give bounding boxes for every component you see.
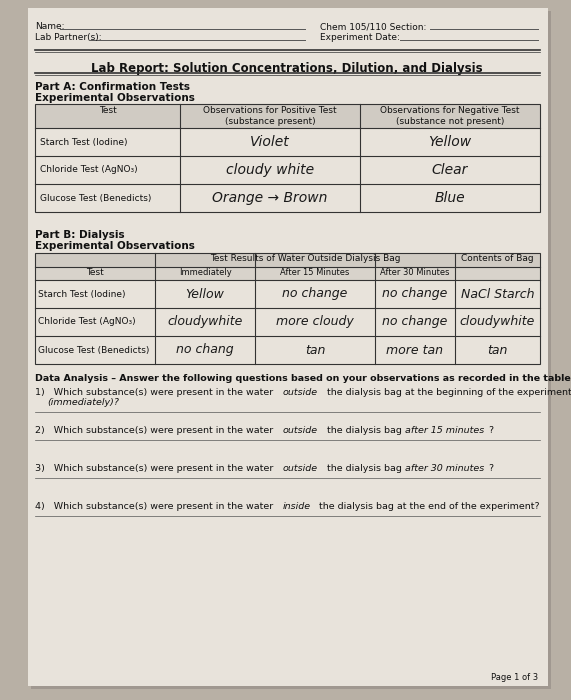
Text: 3)   Which substance(s) were present in the water: 3) Which substance(s) were present in th… bbox=[35, 464, 276, 473]
Text: Data Analysis – Answer the following questions based on your observations as rec: Data Analysis – Answer the following que… bbox=[35, 374, 571, 383]
Text: Orange → Brown: Orange → Brown bbox=[212, 191, 328, 205]
Text: Test: Test bbox=[99, 106, 116, 115]
Bar bbox=[35, 104, 540, 128]
Bar bbox=[35, 253, 540, 364]
Bar bbox=[35, 104, 540, 212]
Text: Yellow: Yellow bbox=[186, 288, 224, 300]
Text: no change: no change bbox=[383, 288, 448, 300]
Text: Part A: Confirmation Tests: Part A: Confirmation Tests bbox=[35, 82, 190, 92]
Text: NaCl Starch: NaCl Starch bbox=[461, 288, 534, 300]
Text: Observations for Negative Test
(substance not present): Observations for Negative Test (substanc… bbox=[380, 106, 520, 126]
Text: 1)   Which substance(s) were present in the water: 1) Which substance(s) were present in th… bbox=[35, 388, 276, 397]
Text: Chem 105/110 Section:: Chem 105/110 Section: bbox=[320, 22, 427, 31]
Text: Part B: Dialysis: Part B: Dialysis bbox=[35, 230, 124, 240]
Text: 4)   Which substance(s) were present in the water: 4) Which substance(s) were present in th… bbox=[35, 502, 276, 511]
Text: cloudywhite: cloudywhite bbox=[167, 316, 243, 328]
Text: After 30 Minutes: After 30 Minutes bbox=[380, 268, 450, 277]
Text: Violet: Violet bbox=[250, 135, 290, 149]
Text: Glucose Test (Benedicts): Glucose Test (Benedicts) bbox=[40, 193, 151, 202]
Text: inside: inside bbox=[283, 502, 311, 511]
Text: Lab Report: Solution Concentrations, Dilution, and Dialysis: Lab Report: Solution Concentrations, Dil… bbox=[91, 62, 483, 75]
Text: After 15 Minutes: After 15 Minutes bbox=[280, 268, 349, 277]
Text: Immediately: Immediately bbox=[179, 268, 231, 277]
Text: Name:: Name: bbox=[35, 22, 65, 31]
Text: 2)   Which substance(s) were present in the water: 2) Which substance(s) were present in th… bbox=[35, 426, 276, 435]
Text: no chang: no chang bbox=[176, 344, 234, 356]
Text: Contents of Bag: Contents of Bag bbox=[461, 254, 534, 263]
Text: Observations for Positive Test
(substance present): Observations for Positive Test (substanc… bbox=[203, 106, 337, 126]
Text: cloudywhite: cloudywhite bbox=[460, 316, 535, 328]
Text: Test Results of Water Outside Dialysis Bag: Test Results of Water Outside Dialysis B… bbox=[210, 254, 400, 263]
Text: Lab Partner(s):: Lab Partner(s): bbox=[35, 33, 102, 42]
Text: Yellow: Yellow bbox=[428, 135, 472, 149]
Text: Experimental Observations: Experimental Observations bbox=[35, 241, 195, 251]
Text: after 30 minutes: after 30 minutes bbox=[405, 464, 484, 473]
Text: cloudy white: cloudy white bbox=[226, 163, 314, 177]
Text: tan: tan bbox=[305, 344, 325, 356]
Text: Clear: Clear bbox=[432, 163, 468, 177]
Text: Page 1 of 3: Page 1 of 3 bbox=[491, 673, 538, 682]
Text: Blue: Blue bbox=[435, 191, 465, 205]
Text: Starch Test (Iodine): Starch Test (Iodine) bbox=[38, 290, 126, 298]
Text: more cloudy: more cloudy bbox=[276, 316, 354, 328]
Text: Chloride Test (AgNO₃): Chloride Test (AgNO₃) bbox=[38, 318, 136, 326]
Text: (immediately)?: (immediately)? bbox=[47, 398, 119, 407]
Text: Test: Test bbox=[86, 268, 104, 277]
Text: ?: ? bbox=[488, 426, 493, 435]
Text: no change: no change bbox=[383, 316, 448, 328]
Text: outside: outside bbox=[283, 388, 318, 397]
Text: the dialysis bag at the end of the experiment?: the dialysis bag at the end of the exper… bbox=[316, 502, 540, 511]
Text: after 15 minutes: after 15 minutes bbox=[405, 426, 484, 435]
Text: the dialysis bag: the dialysis bag bbox=[324, 426, 405, 435]
Text: Chloride Test (AgNO₃): Chloride Test (AgNO₃) bbox=[40, 165, 138, 174]
Text: outside: outside bbox=[283, 464, 318, 473]
Text: Experimental Observations: Experimental Observations bbox=[35, 93, 195, 103]
Text: no change: no change bbox=[282, 288, 348, 300]
Text: Glucose Test (Benedicts): Glucose Test (Benedicts) bbox=[38, 346, 150, 354]
Bar bbox=[35, 253, 540, 267]
Text: outside: outside bbox=[283, 426, 318, 435]
Text: the dialysis bag: the dialysis bag bbox=[324, 464, 405, 473]
Text: ?: ? bbox=[488, 464, 493, 473]
Text: more tan: more tan bbox=[387, 344, 444, 356]
Text: Experiment Date:: Experiment Date: bbox=[320, 33, 400, 42]
Text: tan: tan bbox=[487, 344, 508, 356]
Bar bbox=[35, 267, 540, 280]
Text: Starch Test (Iodine): Starch Test (Iodine) bbox=[40, 137, 127, 146]
Text: the dialysis bag at the beginning of the experiment: the dialysis bag at the beginning of the… bbox=[324, 388, 571, 397]
